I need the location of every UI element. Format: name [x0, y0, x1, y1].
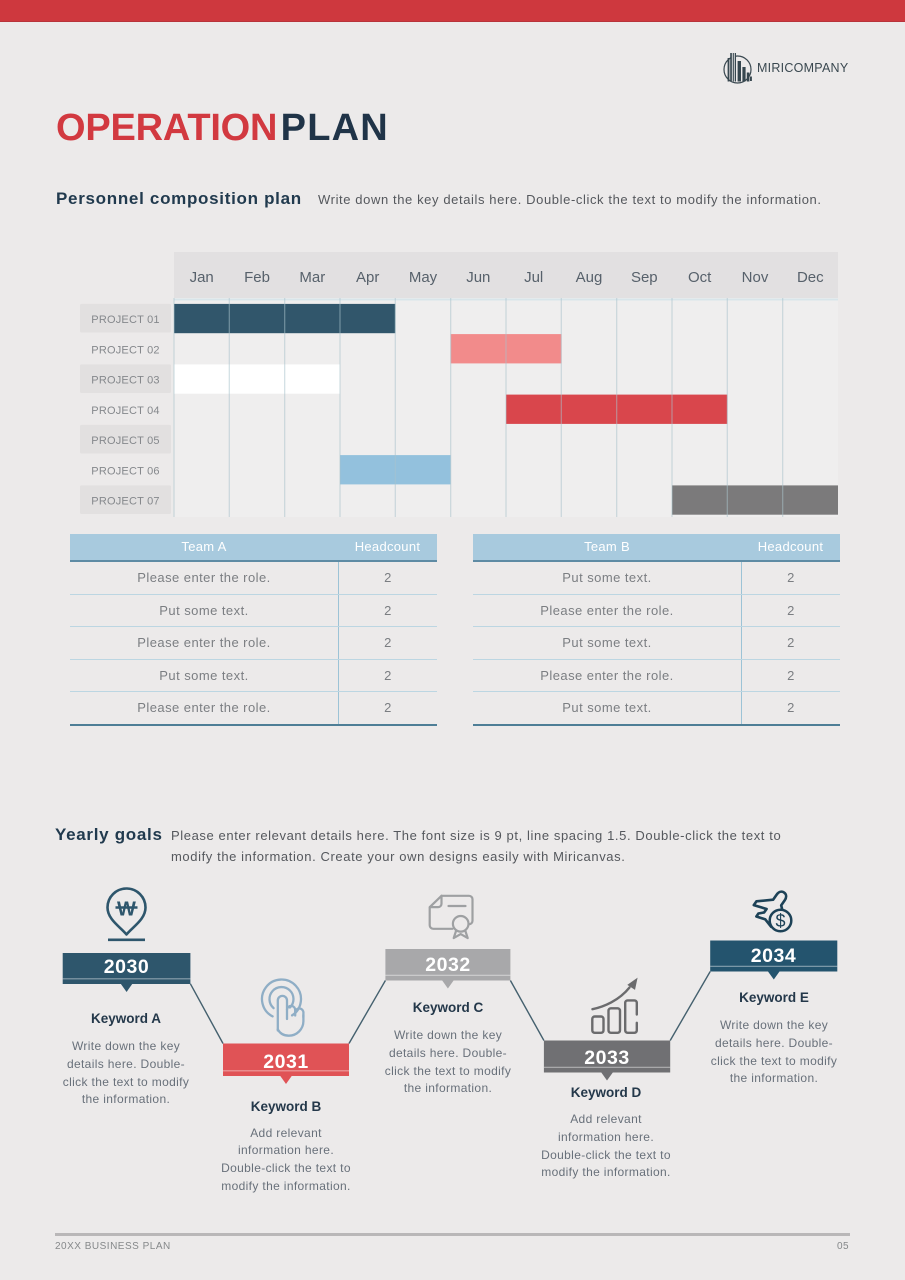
svg-text:May: May [409, 269, 438, 286]
svg-text:Jun: Jun [466, 269, 490, 286]
svg-text:Aug: Aug [576, 269, 603, 286]
svg-text:Mar: Mar [299, 269, 325, 286]
svg-text:Jan: Jan [190, 269, 214, 286]
svg-text:PROJECT 05: PROJECT 05 [91, 435, 159, 447]
svg-text:Sep: Sep [631, 269, 658, 286]
svg-text:PROJECT 06: PROJECT 06 [91, 465, 159, 477]
svg-text:PROJECT 01: PROJECT 01 [91, 314, 159, 326]
svg-text:$: $ [775, 911, 785, 931]
svg-text:Nov: Nov [742, 269, 769, 286]
svg-text:PROJECT 07: PROJECT 07 [91, 496, 159, 508]
svg-text:Oct: Oct [688, 269, 712, 286]
svg-text:Feb: Feb [244, 269, 270, 286]
svg-text:PROJECT 02: PROJECT 02 [91, 344, 159, 356]
svg-text:Apr: Apr [356, 269, 379, 286]
svg-text:Jul: Jul [524, 269, 543, 286]
svg-text:PROJECT 04: PROJECT 04 [91, 405, 159, 417]
svg-text:Dec: Dec [797, 269, 824, 286]
svg-text:PROJECT 03: PROJECT 03 [91, 375, 159, 387]
svg-text:W: W [117, 899, 136, 921]
